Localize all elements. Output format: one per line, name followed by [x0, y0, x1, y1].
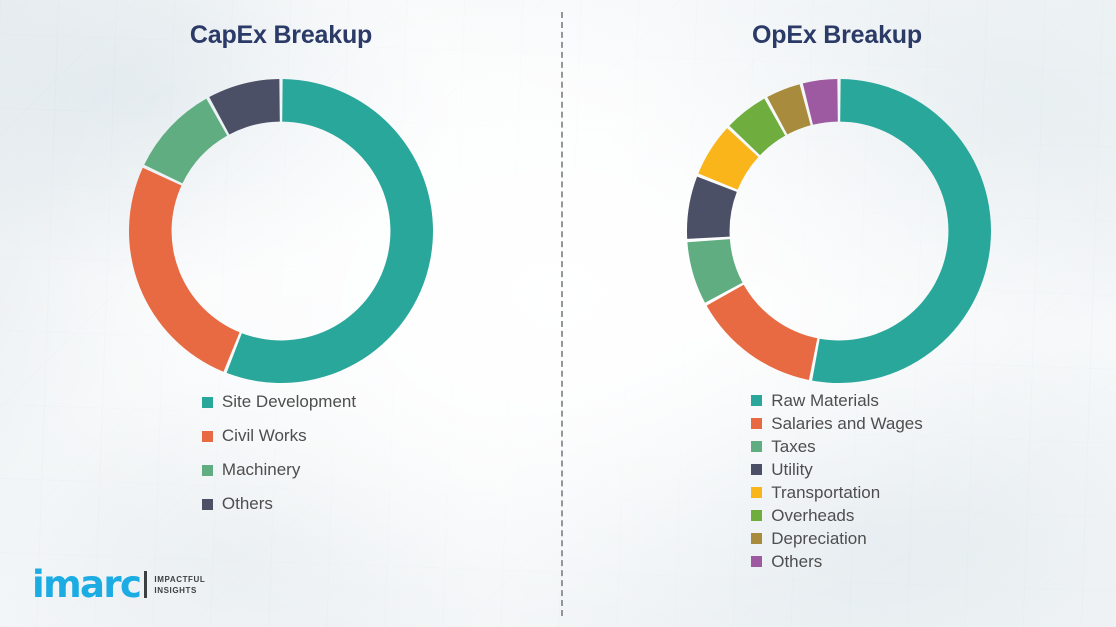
- legend-item-label: Taxes: [771, 436, 816, 456]
- legend-item-label: Machinery: [221, 460, 301, 479]
- opex-legend-item: Overheads: [751, 504, 923, 527]
- legend-color-swatch: [751, 441, 763, 452]
- capex-panel: CapEx Breakup Site Development Civil Work…: [0, 21, 558, 521]
- donut-slice: [767, 84, 811, 135]
- panel-divider: [561, 12, 563, 616]
- donut-slice: [687, 239, 743, 303]
- legend-color-swatch: [201, 498, 213, 510]
- donut-slice: [144, 98, 228, 184]
- legend-color-swatch: [751, 556, 763, 567]
- opex-donut-chart: [686, 78, 992, 384]
- capex-donut-svg: [129, 79, 433, 384]
- donut-slice: [706, 284, 818, 380]
- opex-title: OpEx Breakup: [752, 21, 922, 49]
- donut-slice: [209, 79, 280, 135]
- opex-legend-item: Raw Materials: [751, 389, 923, 412]
- capex-legend-item: Civil Works: [201, 419, 356, 453]
- donut-slice: [812, 79, 991, 384]
- opex-legend-item: Taxes: [751, 435, 923, 458]
- opex-legend-item: Salaries and Wages: [751, 412, 923, 435]
- opex-legend-item: Others: [751, 550, 923, 573]
- logo-divider-bar: [144, 571, 148, 598]
- capex-title: CapEx Breakup: [189, 21, 373, 49]
- legend-item-label: Civil Works: [221, 426, 307, 445]
- legend-item-label: Utility: [771, 459, 813, 479]
- imarc-logo: imarc IMPACTFUL INSIGHTS: [32, 566, 205, 603]
- logo-tagline-line2: INSIGHTS: [154, 585, 197, 595]
- opex-legend: Raw Materials Salaries and Wages Taxes Util…: [558, 389, 1116, 573]
- donut-slice: [129, 167, 240, 372]
- donut-slice: [729, 98, 786, 156]
- opex-legend-item: Depreciation: [751, 527, 923, 550]
- capex-legend: Site Development Civil Works Machinery Othe…: [0, 385, 558, 521]
- legend-color-swatch: [751, 464, 763, 475]
- legend-color-swatch: [201, 464, 213, 476]
- legend-item-label: Others: [771, 551, 823, 571]
- legend-color-swatch: [201, 396, 213, 408]
- legend-item-label: Others: [221, 494, 273, 513]
- opex-legend-item: Utility: [751, 458, 923, 481]
- legend-color-swatch: [751, 487, 763, 498]
- opex-panel: OpEx Breakup Raw Materials Salaries and W…: [558, 0, 1116, 627]
- logo-wordmark: imarc: [32, 563, 142, 606]
- capex-legend-item: Site Development: [201, 385, 357, 419]
- logo-tagline: IMPACTFUL INSIGHTS: [154, 574, 205, 596]
- donut-slice: [698, 128, 759, 190]
- legend-color-swatch: [751, 418, 763, 429]
- legend-item-label: Raw Materials: [771, 390, 879, 410]
- opex-donut-svg: [687, 79, 991, 384]
- capex-legend-item: Machinery: [201, 453, 356, 487]
- legend-item-label: Overheads: [771, 505, 855, 525]
- logo-tagline-line1: IMPACTFUL: [154, 574, 206, 584]
- legend-item-label: Depreciation: [771, 528, 867, 548]
- legend-color-swatch: [751, 533, 763, 544]
- legend-item-label: Site Development: [221, 392, 357, 411]
- donut-slice: [802, 79, 838, 125]
- legend-color-swatch: [201, 430, 213, 442]
- capex-legend-item: Others: [201, 487, 356, 521]
- donut-slice: [687, 176, 737, 239]
- donut-slice: [226, 79, 433, 384]
- legend-item-label: Salaries and Wages: [771, 413, 923, 433]
- legend-item-label: Transportation: [771, 482, 881, 502]
- capex-donut-chart: [128, 78, 434, 384]
- legend-color-swatch: [751, 395, 763, 406]
- legend-color-swatch: [751, 510, 763, 521]
- opex-legend-item: Transportation: [751, 481, 923, 504]
